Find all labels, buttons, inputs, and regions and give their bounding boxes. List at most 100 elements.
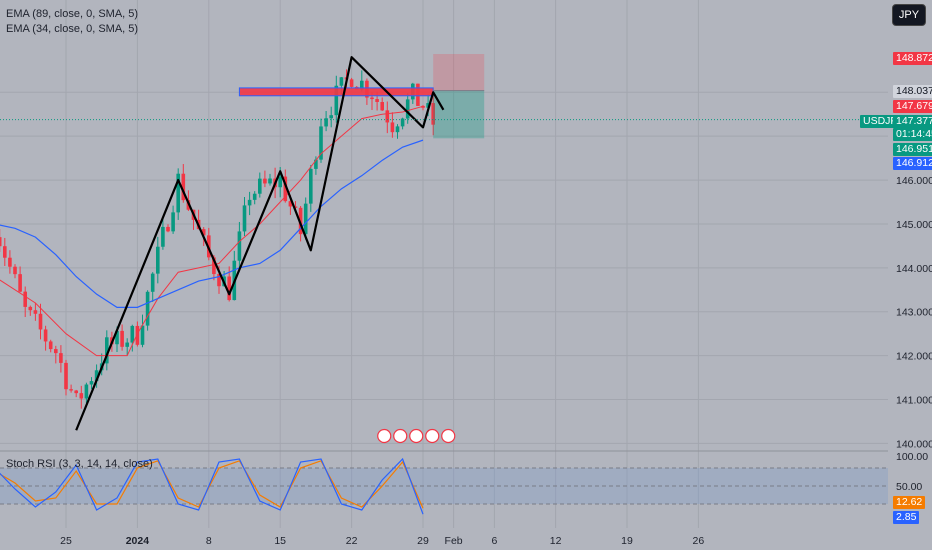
candle-body (115, 330, 119, 345)
candle-body (13, 266, 17, 275)
candle-body (33, 310, 38, 314)
candle-body (375, 99, 379, 103)
event-flag-icon (441, 428, 456, 444)
candle-body (150, 273, 155, 292)
overlays (0, 54, 888, 444)
candle-body (79, 393, 84, 399)
candle-body (405, 99, 410, 119)
candle-body (156, 246, 160, 274)
candle-body (237, 231, 242, 261)
candle-body (380, 102, 384, 111)
candle-body (3, 246, 7, 258)
candle-body (176, 173, 180, 213)
time-tick-label: 2024 (126, 535, 150, 547)
price-tick-label: 143.000 (896, 307, 932, 319)
candle-body (360, 80, 364, 90)
candle-body (242, 205, 247, 232)
resistance-zone (238, 87, 434, 97)
ema34-line (0, 105, 424, 357)
candle-body (0, 237, 2, 247)
candle-body (400, 118, 405, 127)
stoch-k-line (0, 457, 424, 515)
candle-body (28, 306, 33, 311)
event-flag-icon (425, 428, 440, 444)
price-tag-ema89: 146.912 (893, 157, 932, 170)
price-tick-label: 142.000 (896, 351, 932, 363)
time-tick-label: 25 (60, 535, 72, 547)
candle-body (278, 176, 282, 188)
candle-body (54, 349, 58, 354)
candle-body (161, 226, 165, 247)
candle-body (319, 126, 323, 160)
stoch-tag-k: 2.85 (893, 511, 920, 524)
candle-body (258, 178, 262, 194)
candle-body (59, 353, 63, 363)
candle-body (120, 330, 124, 347)
price-axis: 148.000147.000146.000145.000144.000143.0… (896, 87, 932, 450)
time-tick-label: Feb (445, 535, 463, 547)
candle-body (426, 103, 430, 108)
candle-body (263, 178, 267, 184)
candle-body (48, 341, 53, 350)
event-flag-icon (409, 428, 424, 444)
candle-body (283, 176, 288, 202)
candle-body (212, 257, 216, 275)
short-target-zone (433, 90, 485, 139)
candle-body (303, 203, 308, 235)
price-tick-label: 140.000 (896, 438, 932, 450)
price-tick-label: 141.000 (896, 395, 932, 407)
time-tick-label: 15 (274, 535, 286, 547)
stoch-tick-label: 50.00 (896, 481, 922, 493)
candle-body (288, 201, 293, 207)
candle-body (252, 193, 257, 200)
stoch-pane: 100.00 50.00 (0, 451, 928, 515)
countdown-tag: 01:14:45 (893, 128, 932, 141)
time-tick-label: 12 (550, 535, 562, 547)
time-tick-label: 22 (346, 535, 358, 547)
candle-body (247, 199, 252, 206)
price-tag-stop: 146.951 (893, 143, 932, 156)
candle-body (227, 276, 231, 301)
candle-body (181, 173, 186, 201)
stoch-rsi-legend[interactable]: Stoch RSI (3, 3, 14, 14, close) (6, 458, 153, 470)
candle-body (94, 370, 99, 382)
candle-body (171, 212, 175, 232)
candle-body (329, 115, 333, 119)
price-tag-last: 147.377 (893, 115, 932, 128)
time-tick-label: 8 (206, 535, 212, 547)
indicator-lines (0, 105, 424, 357)
candle-body (89, 381, 94, 385)
candle-body (334, 85, 339, 116)
ema34-legend[interactable]: EMA (34, close, 0, SMA, 5) (6, 23, 139, 35)
candle-body (140, 325, 145, 345)
candle-body (84, 384, 89, 399)
price-tag-entry: 148.037 (893, 85, 932, 98)
stoch-tick-label: 100.00 (896, 451, 928, 463)
candle-body (339, 77, 344, 86)
candle-body (314, 159, 318, 169)
candle-body (8, 257, 12, 267)
currency-button[interactable]: JPY (892, 4, 926, 26)
candle-body (69, 389, 73, 391)
candle-body (145, 291, 150, 326)
candle-body (23, 291, 27, 307)
candle-body (268, 178, 272, 184)
candle-body (217, 274, 221, 287)
candle-body (38, 313, 43, 330)
price-tick-label: 145.000 (896, 219, 932, 231)
time-tick-label: 6 (491, 535, 497, 547)
candle-body (105, 337, 109, 364)
candle-body (293, 206, 298, 208)
price-tick-label: 144.000 (896, 263, 932, 275)
candle-body (390, 122, 395, 133)
candle-body (324, 118, 328, 127)
candle-body (43, 329, 48, 342)
price-tag-ema34: 147.679 (893, 100, 932, 113)
candle-body (395, 126, 400, 133)
ema89-legend[interactable]: EMA (89, close, 0, SMA, 5) (6, 8, 139, 20)
candle-body (385, 110, 390, 123)
ema89-line (0, 139, 424, 308)
event-flag-icon (377, 428, 392, 444)
candle-body (125, 342, 129, 347)
